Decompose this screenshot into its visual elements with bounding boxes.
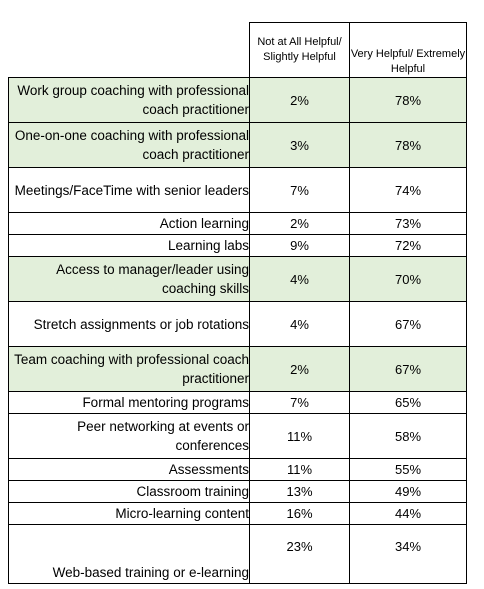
very-helpful-value: 58% [349,413,467,459]
table-row: Formal mentoring programs 7% 65% [8,391,467,414]
row-label: Formal mentoring programs [8,391,250,414]
not-helpful-value: 2% [249,346,350,392]
very-helpful-value: 55% [349,458,467,481]
not-helpful-value: 9% [249,234,350,257]
table-row: Action learning 2% 73% [8,212,467,235]
very-helpful-value: 67% [349,301,467,347]
table-row: Access to manager/leader using coaching … [8,256,467,302]
not-helpful-value: 4% [249,301,350,347]
row-label: Peer networking at events or conferences [8,413,250,459]
row-label: Stretch assignments or job rotations [8,301,250,347]
row-label: Micro-learning content [8,502,250,525]
not-helpful-value: 7% [249,391,350,414]
header-blank-cell [8,22,250,78]
very-helpful-value: 67% [349,346,467,392]
very-helpful-value: 74% [349,167,467,213]
table-row: Classroom training 13% 49% [8,480,467,503]
very-helpful-value: 49% [349,480,467,503]
very-helpful-value: 78% [349,77,467,123]
row-label: One-on-one coaching with professional co… [8,122,250,168]
not-helpful-value: 23% [249,524,350,584]
header-not-helpful: Not at All Helpful/ Slightly Helpful [249,22,350,78]
row-label: Team coaching with professional coach pr… [8,346,250,392]
very-helpful-value: 65% [349,391,467,414]
table-row: Meetings/FaceTime with senior leaders 7%… [8,167,467,213]
very-helpful-value: 72% [349,234,467,257]
row-label: Work group coaching with professional co… [8,77,250,123]
header-row: Not at All Helpful/ Slightly Helpful Ver… [8,22,467,78]
not-helpful-value: 2% [249,77,350,123]
not-helpful-value: 7% [249,167,350,213]
table-row: Micro-learning content 16% 44% [8,502,467,525]
table-row: Team coaching with professional coach pr… [8,346,467,392]
table-row: Learning labs 9% 72% [8,234,467,257]
table-row: One-on-one coaching with professional co… [8,122,467,168]
row-label: Assessments [8,458,250,481]
very-helpful-value: 78% [349,122,467,168]
very-helpful-value: 44% [349,502,467,525]
helpfulness-table: Not at All Helpful/ Slightly Helpful Ver… [8,22,467,584]
table-row: Assessments 11% 55% [8,458,467,481]
not-helpful-value: 11% [249,458,350,481]
not-helpful-value: 11% [249,413,350,459]
header-very-helpful: Very Helpful/ Extremely Helpful [349,22,467,78]
not-helpful-value: 16% [249,502,350,525]
row-label: Access to manager/leader using coaching … [8,256,250,302]
table-row: Work group coaching with professional co… [8,77,467,123]
not-helpful-value: 4% [249,256,350,302]
row-label: Web-based training or e-learning [8,524,250,584]
not-helpful-value: 13% [249,480,350,503]
row-label: Meetings/FaceTime with senior leaders [8,167,250,213]
not-helpful-value: 2% [249,212,350,235]
table-row: Stretch assignments or job rotations 4% … [8,301,467,347]
not-helpful-value: 3% [249,122,350,168]
table-row: Peer networking at events or conferences… [8,413,467,459]
row-label: Classroom training [8,480,250,503]
very-helpful-value: 70% [349,256,467,302]
table-row: Web-based training or e-learning 23% 34% [8,524,467,584]
row-label: Action learning [8,212,250,235]
very-helpful-value: 73% [349,212,467,235]
very-helpful-value: 34% [349,524,467,584]
row-label: Learning labs [8,234,250,257]
